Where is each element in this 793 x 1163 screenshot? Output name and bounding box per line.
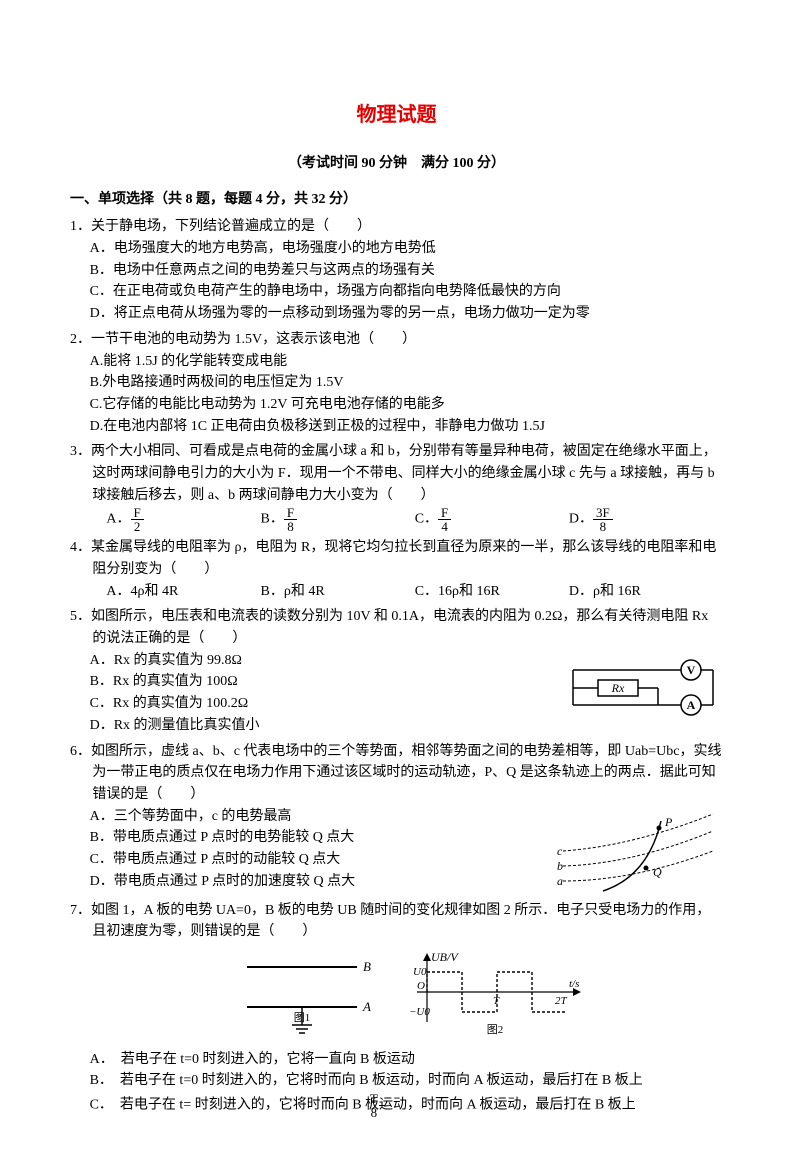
q7-opt-a: A． 若电子在 t=0 时刻进入的，它将一直向 B 板运动 [70,1049,723,1071]
q2-opt-d: D.在电池内部将 1C 正电荷由负极移送到正极的过程中，非静电力做功 1.5J [70,416,723,438]
question-4: 4．某金属导线的电阻率为 ρ，电阻为 R，现将它均匀拉长到直径为原来的一半，那么… [70,537,723,602]
label-a: a [557,874,563,888]
voltmeter-icon: V [687,663,696,677]
q7-figures: B A 图1 UB/V U0 O −U0 T 2T t/s 图2 [70,947,723,1045]
q1-opt-c: C．在正电荷或负电荷产生的静电场中，场强方向都指向电势降低最快的方向 [70,281,723,303]
q1-opt-a: A．电场强度大的地方电势高，电场强度小的地方电势低 [70,238,723,260]
question-1: 1．关于静电场，下列结论普遍成立的是（ ） A．电场强度大的地方电势高，电场强度… [70,216,723,324]
rx-label: Rx [611,681,625,695]
q6-field-figure: a b c Q P [553,806,723,896]
fig2-u0n: −U0 [409,1006,430,1018]
q4-options: A．4ρ和 4R B．ρ和 4R C．16ρ和 16R D．ρ和 16R [70,581,723,603]
q4-opt-b: B．ρ和 4R [261,581,415,603]
fig2-u0p: U0 [413,966,427,978]
q2-opt-c: C.它存储的电能比电动势为 1.2V 可充电电池存储的电能多 [70,394,723,416]
fig1-b: B [363,959,371,974]
q4-opt-a: A．4ρ和 4R [106,581,260,603]
q4-opt-d: D．ρ和 16R [569,581,723,603]
q3-stem: 3．两个大小相同、可看成是点电荷的金属小球 a 和 b，分别带有等量异种电荷，被… [70,441,723,506]
q3-opt-c: C．F4 [415,506,569,533]
question-3: 3．两个大小相同、可看成是点电荷的金属小球 a 和 b，分别带有等量异种电荷，被… [70,441,723,533]
q4-opt-c: C．16ρ和 16R [415,581,569,603]
question-2: 2．一节干电池的电动势为 1.5V，这表示该电池（ ） A.能将 1.5J 的化… [70,329,723,437]
ammeter-icon: A [687,698,696,712]
fig2-t: T [493,995,500,1007]
section-1-header: 一、单项选择（共 8 题，每题 4 分，共 32 分） [70,189,723,211]
label-p: P [664,815,673,829]
q1-opt-b: B．电场中任意两点之间的电势差只与这两点的场强有关 [70,260,723,282]
question-7: 7．如图 1，A 板的电势 UA=0，B 板的电势 UB 随时间的变化规律如图 … [70,900,723,1119]
q2-stem: 2．一节干电池的电动势为 1.5V，这表示该电池（ ） [70,329,723,351]
q7-opt-b: B． 若电子在 t=0 时刻进入的，它将时而向 B 板运动，时而向 A 板运动，… [70,1070,723,1092]
q1-stem: 1．关于静电场，下列结论普遍成立的是（ ） [70,216,723,238]
q3-opt-a: A．F2 [106,506,260,533]
q2-opt-b: B.外电路接通时两极间的电压恒定为 1.5V [70,372,723,394]
label-b: b [557,859,563,873]
question-5: 5．如图所示，电压表和电流表的读数分别为 10V 和 0.1A，电流表的内阻为 … [70,606,723,736]
q3-opt-b: B．F8 [261,506,415,533]
q7-opt-c: C． 若电子在 t= 时刻进入的，它将时而向 B 板运动，时而向 A 板运动，最… [70,1092,723,1119]
fig2-o: O [417,980,425,992]
q1-opt-d: D．将正点电荷从场强为零的一点移动到场强为零的另一点，电场力做功一定为零 [70,303,723,325]
fig1-a: A [362,999,371,1014]
fig1-caption: 图1 [293,1011,310,1024]
q6-stem: 6．如图所示，虚线 a、b、c 代表电场中的三个等势面，相邻等势面之间的电势差相… [70,741,723,806]
q2-opt-a: A.能将 1.5J 的化学能转变成电能 [70,351,723,373]
fig2-2t: 2T [555,995,568,1007]
page-title: 物理试题 [70,100,723,131]
q4-stem: 4．某金属导线的电阻率为 ρ，电阻为 R，现将它均匀拉长到直径为原来的一半，那么… [70,537,723,580]
fig2-ylabel: UB/V [431,950,459,964]
question-6: 6．如图所示，虚线 a、b、c 代表电场中的三个等势面，相邻等势面之间的电势差相… [70,741,723,896]
q3-opt-d: D．3F8 [569,506,723,533]
fig2-xlabel: t/s [569,978,579,990]
q3-options: A．F2 B．F8 C．F4 D．3F8 [70,506,723,533]
label-c: c [557,844,563,858]
exam-info: （考试时间 90 分钟 满分 100 分） [70,153,723,175]
q5-circuit-figure: Rx V A [563,650,723,720]
q5-stem: 5．如图所示，电压表和电流表的读数分别为 10V 和 0.1A，电流表的内阻为 … [70,606,723,649]
fig2-caption: 图2 [486,1023,503,1036]
q7-stem: 7．如图 1，A 板的电势 UA=0，B 板的电势 UB 随时间的变化规律如图 … [70,900,723,943]
label-q: Q [653,865,662,879]
